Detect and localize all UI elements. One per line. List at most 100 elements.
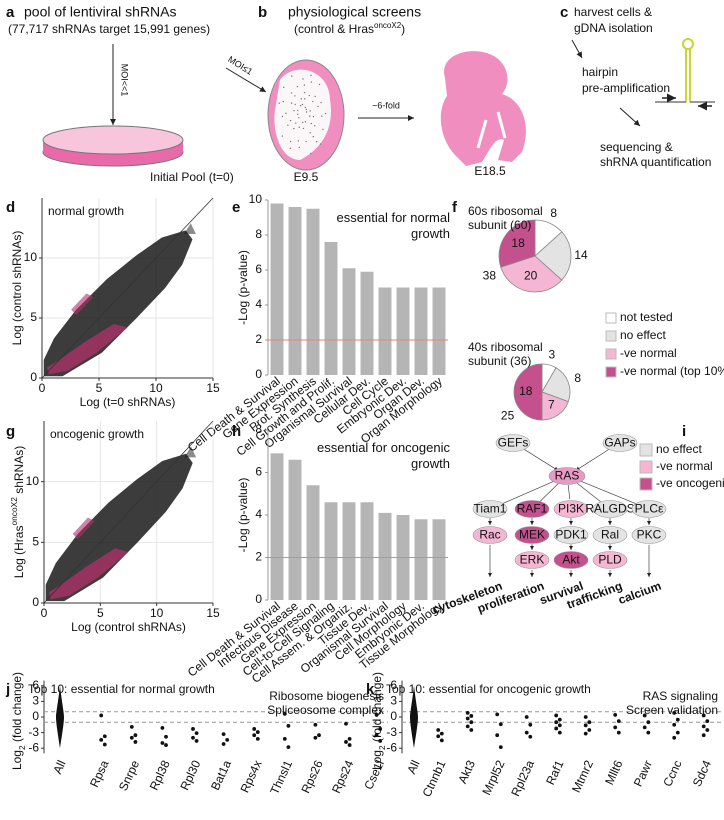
distribution [56,685,64,749]
node [514,526,550,544]
speck [304,106,307,109]
y-tick-label: -3 [386,725,397,739]
value-label: 18 [511,236,525,250]
dot [469,714,474,718]
legend-swatch [605,366,617,378]
diagonal [41,197,214,379]
node-label: PDK1 [555,528,587,542]
chart-title: subunit (36) [468,354,531,368]
label-part: Log [370,750,384,770]
dot [554,713,559,718]
bar [432,287,446,375]
label-part: (fold change) [10,672,24,745]
speck [300,98,302,100]
dot [160,741,165,745]
dot [102,734,107,739]
label-part: (fold change) [370,672,384,745]
node-label: Tiam1 [474,502,507,516]
node-label: RALGDS [585,502,634,516]
node-label: Ral [601,528,619,542]
dot [646,730,651,735]
dot [164,734,168,739]
bar [324,242,338,375]
bar [342,268,356,375]
y-axis-label: Log (control shRNAs) [10,231,24,346]
panel-title: pool of lentiviral shRNAs [24,4,177,20]
dot [613,725,618,730]
speck [320,101,322,104]
node [631,526,667,544]
value-label: 8 [574,371,581,385]
x-tick-label: Bat1a [208,758,234,793]
y-tick-label: -6 [28,740,39,754]
legend-label: -ve normal (top 10%) [620,364,724,378]
dot [344,721,348,726]
label-part: (control & Hras [294,22,374,36]
dot [583,723,588,728]
dot [439,731,444,736]
x-axis-label: Log (control shRNAs) [71,620,186,634]
speck [309,115,311,117]
chart-title: normal growth [48,204,124,218]
dish-top [42,125,184,155]
speck [293,109,295,112]
node [592,500,628,518]
dot [672,722,677,727]
y-tick-label: 0 [255,367,262,381]
y-tick-label: 10 [249,192,263,206]
label-part: 2 [377,745,387,750]
pie-slice [500,255,563,293]
x-tick-label: Mrpl52 [479,758,507,797]
dot [701,713,706,718]
chart-title: 40s ribosomal [468,340,543,354]
panel-letter: i [682,423,686,440]
x-tick-label: Rpl30 [177,758,203,793]
legend-label: not tested [620,310,673,324]
x-tick-label: 15 [206,381,220,395]
dot [583,715,588,719]
x-tick-label: Ccnc [660,758,684,789]
legend-label: RAS signaling [643,689,718,703]
speck [312,115,315,118]
speck [289,140,292,143]
bar [306,485,320,600]
speck [296,109,299,112]
arrow-label: MOI≤1 [226,54,254,77]
legend-swatch [605,312,617,324]
speck [281,115,284,118]
dot [252,727,257,731]
speck [295,122,297,124]
dot [221,732,226,737]
x-tick-label: Mllt6 [602,758,626,787]
speck [298,117,300,119]
dot [583,731,588,736]
y-axis-label: -Log (p-value) [236,250,250,325]
label-part: shRNAs) [12,446,26,497]
dot [705,728,710,732]
highlight-cloud [71,293,94,315]
node-label: Rac [479,528,500,542]
x-tick-label: Rps4x [238,758,265,795]
dot [194,731,199,736]
speck [285,112,287,114]
arrow-label: ~6-fold [372,100,400,110]
node-label: PI3K [558,502,584,516]
speck [308,94,310,97]
dot [495,733,500,738]
legend-label: Ribosome biogenesis [269,689,384,703]
node-label: RAS [555,469,580,483]
bar [270,203,284,375]
speck [322,128,324,131]
node [553,526,589,544]
label-part: oncoX2 [374,21,402,30]
bar [270,453,284,600]
speck [309,110,311,112]
node-label: PLCε [635,502,664,516]
x-tick-label: Sdc4 [690,758,714,789]
step-text: hairpin [582,65,618,79]
legend-label: -ve normal [620,346,677,360]
chart-title: subunit (60) [468,218,531,232]
panel-letter: d [6,199,15,216]
step-text: gDNA isolation [574,21,653,35]
speck [310,74,312,77]
